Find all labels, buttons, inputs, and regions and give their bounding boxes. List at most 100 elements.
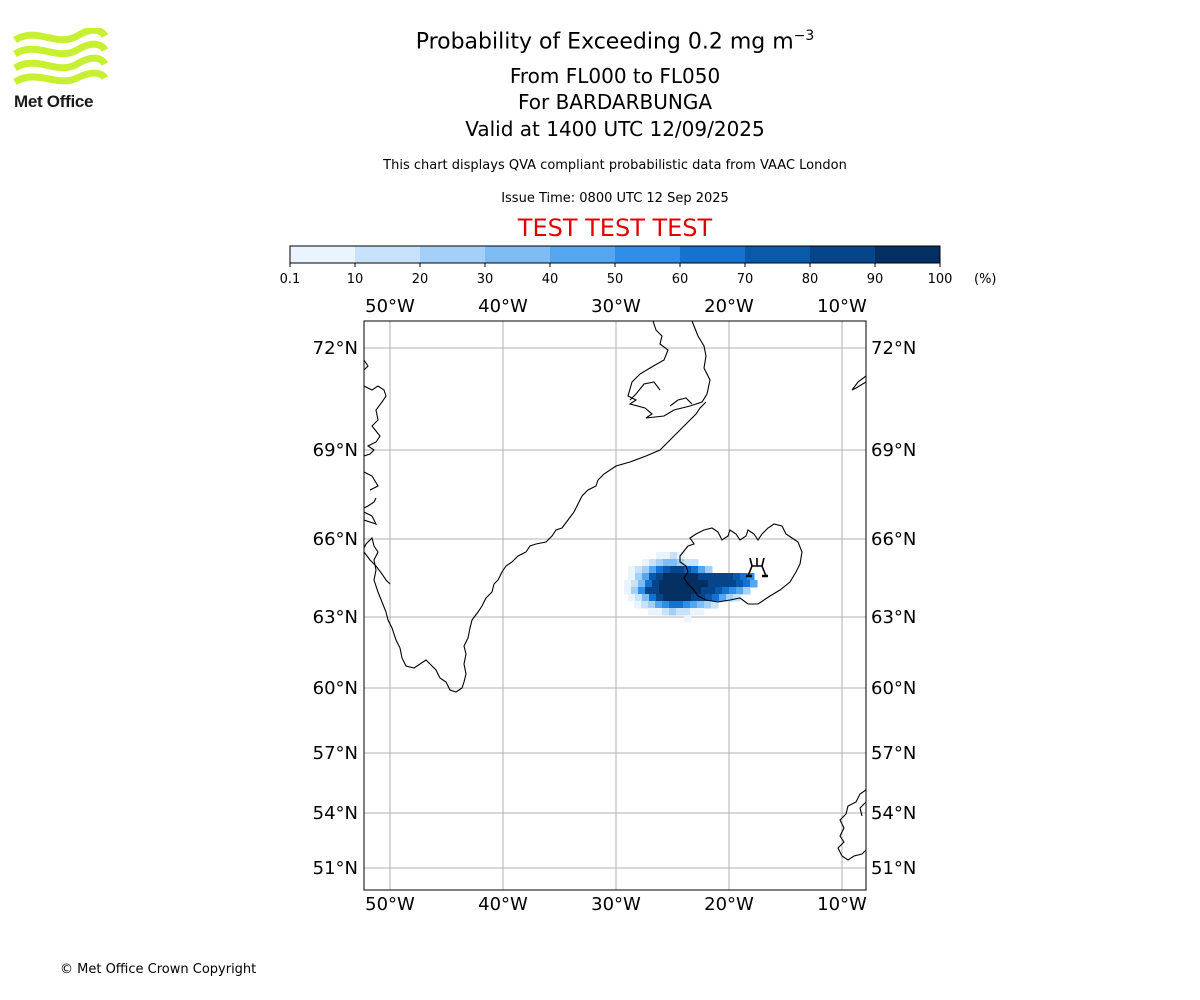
plume-cell <box>677 594 685 602</box>
plume-cell <box>628 594 636 602</box>
top-longitude-label: 10°W <box>817 296 867 317</box>
plume-cell <box>666 587 674 595</box>
plume-cell <box>673 587 681 595</box>
plume-cell <box>652 587 660 595</box>
colorbar-tick-label: 70 <box>737 272 754 287</box>
plume-cell <box>656 594 664 602</box>
plume-cell <box>736 587 744 595</box>
left-latitude-label: 69°N <box>313 440 358 461</box>
plume-cell <box>680 580 688 588</box>
plume-cell <box>712 573 720 581</box>
plume-cell <box>694 580 702 588</box>
valid-time: Valid at 1400 UTC 12/09/2025 <box>465 117 765 141</box>
volcano-name: For BARDARBUNGA <box>517 90 713 114</box>
plume-cell <box>733 573 741 581</box>
ireland-coastline <box>837 789 866 861</box>
plume-cell <box>677 573 685 581</box>
issue-time: Issue Time: 0800 UTC 12 Sep 2025 <box>501 191 729 206</box>
plume-cell <box>698 573 706 581</box>
top-longitude-label: 30°W <box>591 296 641 317</box>
bottom-longitude-label: 20°W <box>704 894 754 915</box>
chart-title: Probability of Exceeding 0.2 mg m−3 <box>0 28 1200 54</box>
greenland-coast-detail <box>364 551 391 585</box>
plume-cell <box>666 580 674 588</box>
plume-cell <box>722 587 730 595</box>
plume-cell <box>648 601 656 609</box>
plume-cell <box>642 594 650 602</box>
left-latitude-label: 54°N <box>313 803 358 824</box>
colorbar-tick-label: 30 <box>477 272 494 287</box>
plume-cell <box>690 601 698 609</box>
plume-cell <box>635 573 643 581</box>
title-exponent: −3 <box>793 28 815 44</box>
colorbar-tick-label: 40 <box>542 272 559 287</box>
test-banner: TEST TEST TEST <box>517 214 713 242</box>
plume-cell <box>645 580 653 588</box>
right-latitude-label: 66°N <box>871 529 916 550</box>
colorbar-unit: (%) <box>974 272 997 287</box>
plume-cell <box>697 601 705 609</box>
greenland-coastline <box>364 321 711 693</box>
plume-cell <box>656 552 664 560</box>
plume-cell <box>649 559 657 567</box>
plume-cell <box>690 608 698 616</box>
flight-levels: From FL000 to FL050 <box>509 64 721 88</box>
colorbar-tick-label: 100 <box>928 272 953 287</box>
map-background <box>364 321 866 890</box>
plume-cell <box>635 566 643 574</box>
plume-cell <box>669 608 677 616</box>
plume-cell <box>628 566 636 574</box>
plume-cell <box>705 566 713 574</box>
plume-cell <box>726 594 734 602</box>
plume-cell <box>648 608 656 616</box>
plume-cell <box>631 580 639 588</box>
plume-cell <box>698 566 706 574</box>
plume-cell <box>711 601 719 609</box>
plume-cell <box>694 587 702 595</box>
plume-cell <box>676 601 684 609</box>
plume-cell <box>705 573 713 581</box>
left-latitude-label: 51°N <box>313 858 358 879</box>
plume-cell <box>663 552 671 560</box>
left-latitude-label: 72°N <box>313 338 358 359</box>
plume-cell <box>655 608 663 616</box>
colorbar-tick-label: 20 <box>412 272 429 287</box>
plume-cell <box>628 573 636 581</box>
colorbar-swatch <box>680 246 745 263</box>
plume-cell <box>691 594 699 602</box>
plume-cell <box>684 573 692 581</box>
plume-cell <box>659 580 667 588</box>
plume-cell <box>704 601 712 609</box>
plume-cell <box>635 594 643 602</box>
colorbar-swatch <box>875 246 940 263</box>
right-latitude-label: 54°N <box>871 803 916 824</box>
plume-cell <box>638 587 646 595</box>
plume-cell <box>722 580 730 588</box>
left-latitude-label: 63°N <box>313 607 358 628</box>
plume-cell <box>670 552 678 560</box>
bottom-longitude-label: 40°W <box>478 894 528 915</box>
plume-cell <box>676 608 684 616</box>
left-latitude-label: 66°N <box>313 529 358 550</box>
plume-cell <box>701 580 709 588</box>
plume-cell <box>663 566 671 574</box>
plume-cell <box>638 580 646 588</box>
right-latitude-label: 63°N <box>871 607 916 628</box>
top-longitude-label: 50°W <box>365 296 415 317</box>
left-latitude-label: 57°N <box>313 743 358 764</box>
plume-cell <box>642 566 650 574</box>
plume-cell <box>691 566 699 574</box>
plume-cell <box>669 601 677 609</box>
plume-cell <box>642 559 650 567</box>
disclaimer: This chart displays QVA compliant probab… <box>383 158 847 173</box>
bottom-longitude-label: 50°W <box>365 894 415 915</box>
colorbar-swatch <box>420 246 485 263</box>
plume-cell <box>670 594 678 602</box>
colorbar-swatch <box>290 246 355 263</box>
title-text: Probability of Exceeding 0.2 mg m <box>415 29 794 55</box>
plume-cell <box>697 608 705 616</box>
bottom-longitude-label: 30°W <box>591 894 641 915</box>
top-longitude-label: 20°W <box>704 296 754 317</box>
plume-cell <box>649 594 657 602</box>
top-longitude-label: 40°W <box>478 296 528 317</box>
